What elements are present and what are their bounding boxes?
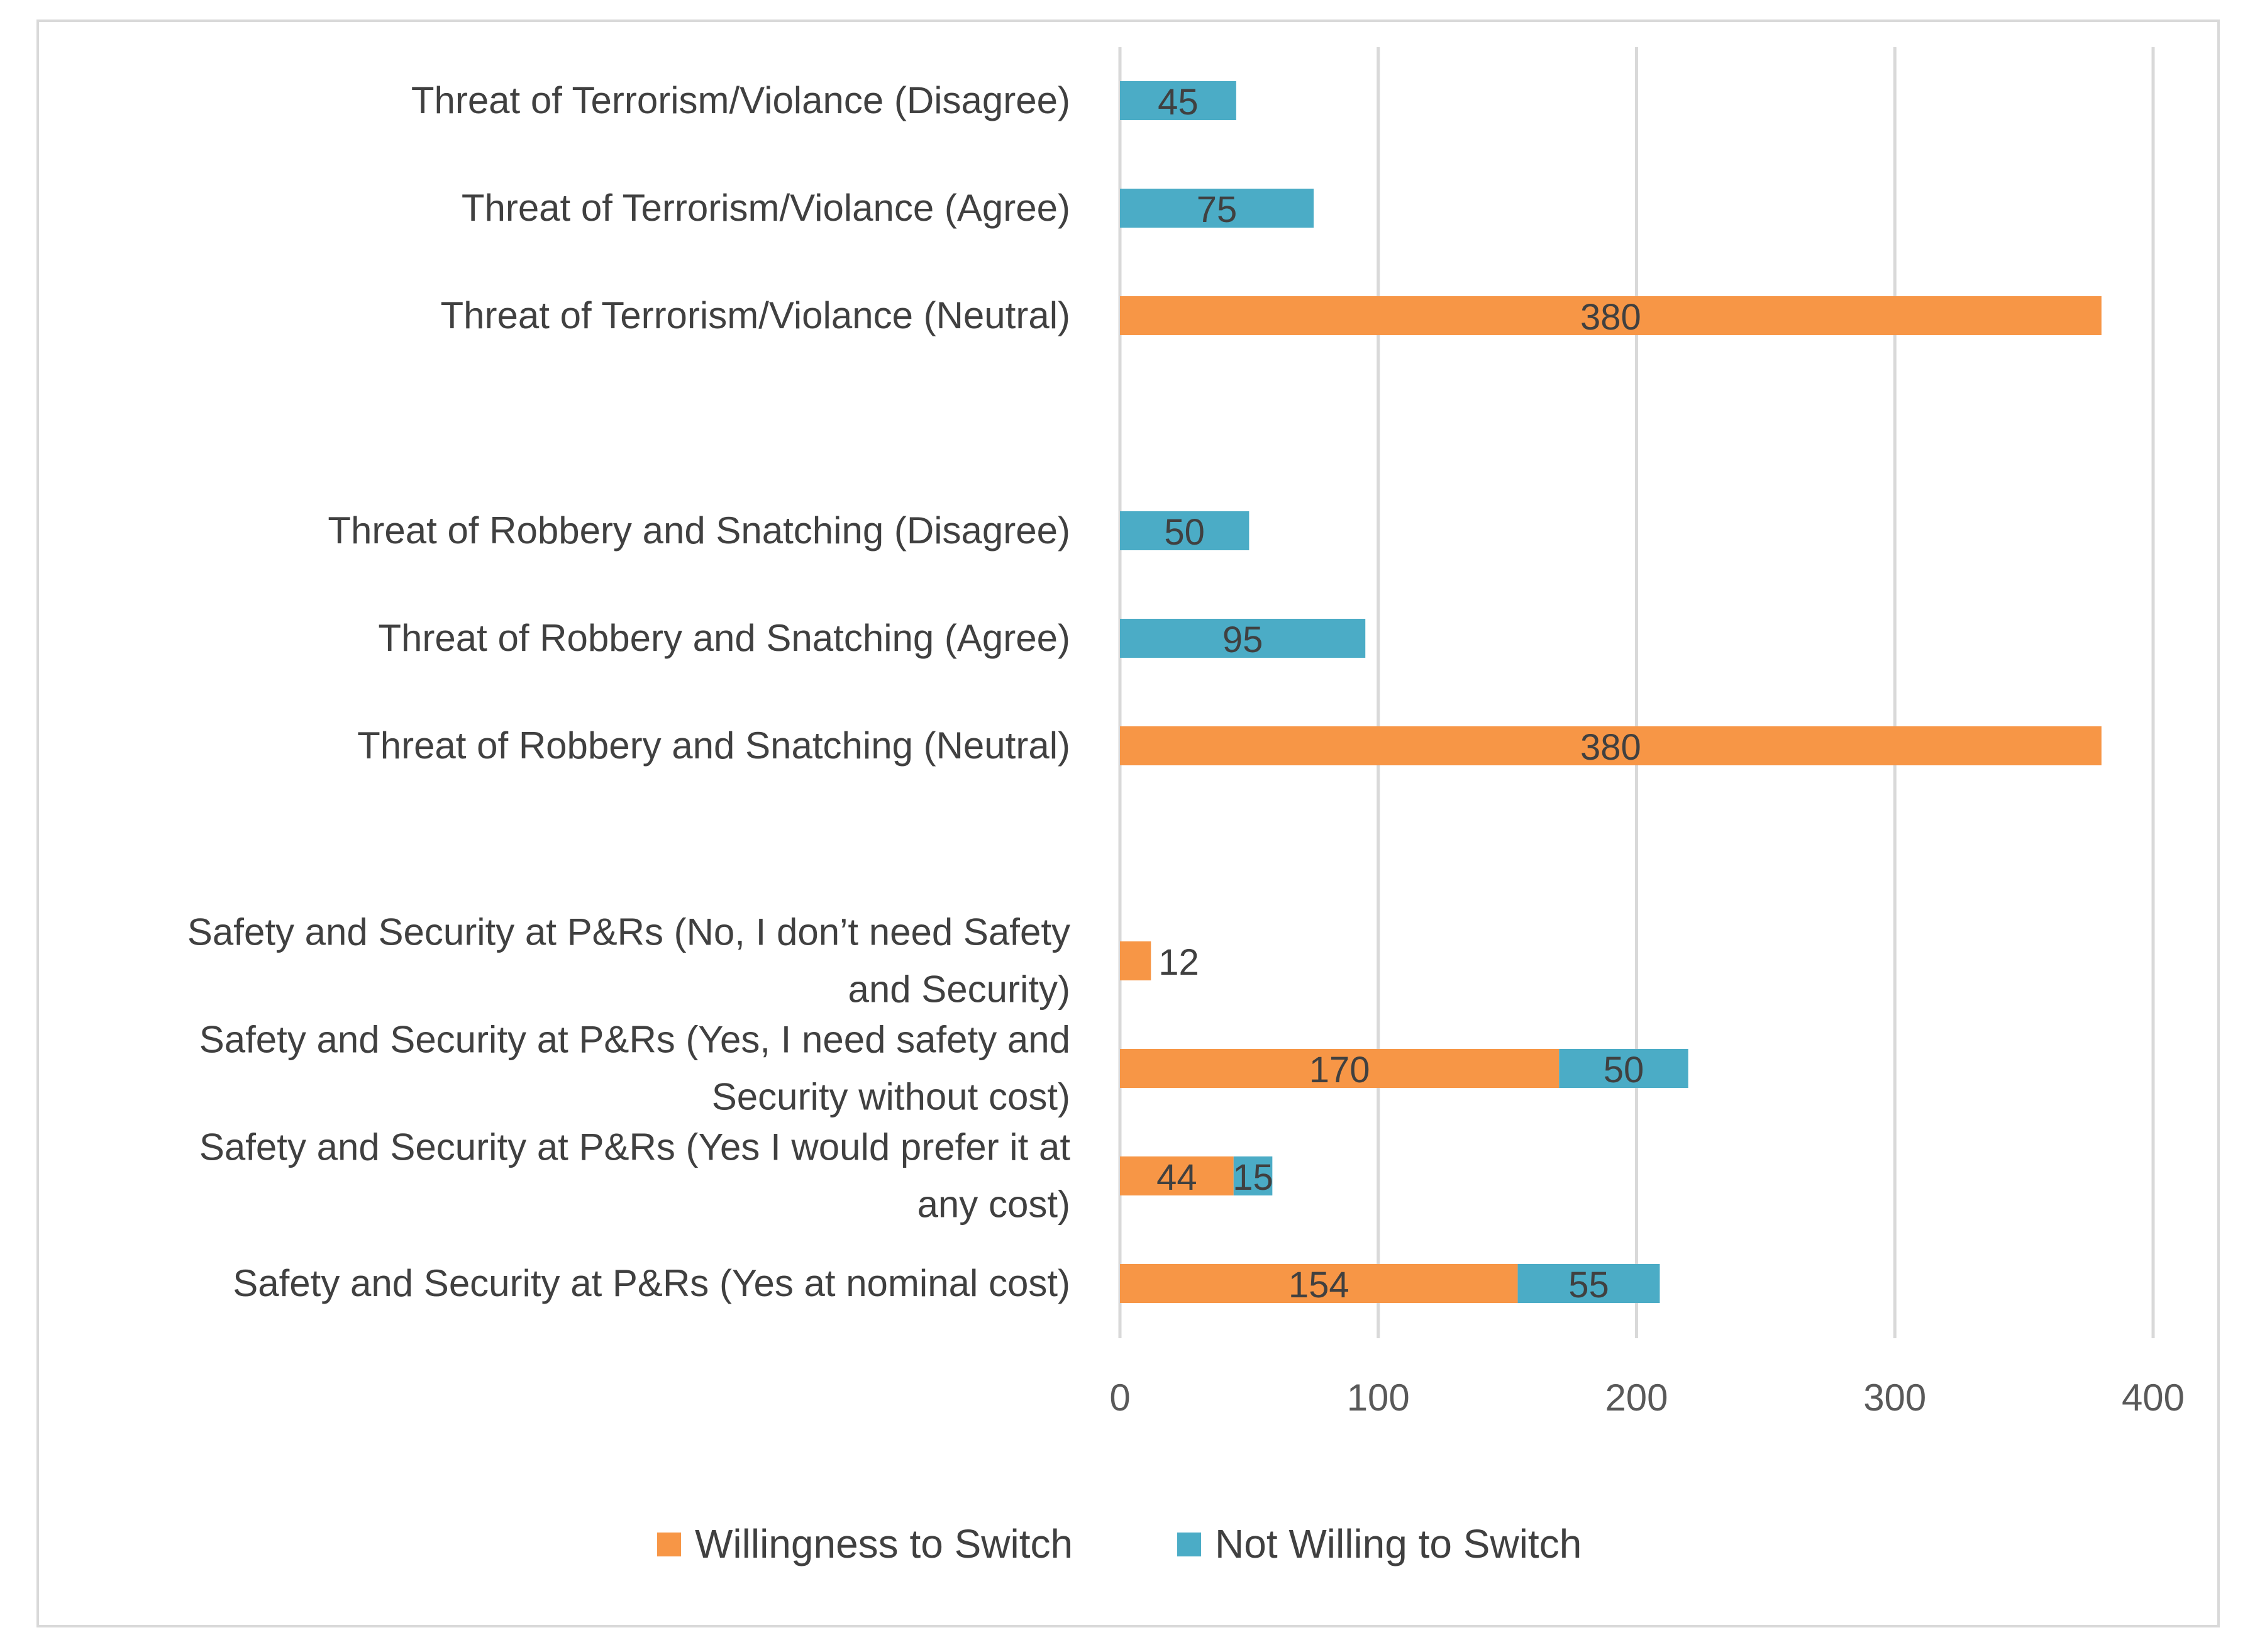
data-label: 44 [1156, 1157, 1197, 1198]
bar-not-willing [1120, 81, 1236, 120]
data-label: 154 [1288, 1265, 1349, 1306]
category-label: Threat of Terrorism/Violance (Disagree) [411, 79, 1070, 121]
data-label: 380 [1580, 297, 1641, 338]
legend-label: Not Willing to Switch [1215, 1521, 1582, 1566]
chart-border [36, 19, 2220, 1627]
category-label: Safety and Security at P&Rs (Yes at nomi… [233, 1262, 1070, 1304]
bar-not-willing [1120, 189, 1314, 228]
category-label: Threat of Robbery and Snatching (Neutral… [357, 724, 1070, 767]
category-label: and Security) [848, 968, 1071, 1011]
data-label: 45 [1158, 82, 1199, 123]
x-axis-ticks: 0 100 200 300 400 [1109, 1377, 2185, 1419]
x-tick-label: 100 [1347, 1377, 1410, 1419]
x-tick-label: 300 [1863, 1377, 1926, 1419]
category-labels: Threat of Terrorism/Violance (Disagree) 4… [187, 79, 1644, 1306]
legend-label: Willingness to Switch [695, 1521, 1073, 1566]
bar-not-willing [1559, 1049, 1688, 1088]
category-label: Threat of Robbery and Snatching (Disagre… [328, 509, 1070, 552]
data-label: 12 [1158, 942, 1199, 983]
legend: Willingness to Switch Not Willing to Swit… [657, 1521, 1582, 1566]
bar-willingness [1120, 296, 2102, 335]
category-label: Safety and Security at P&Rs (Yes I would… [199, 1126, 1070, 1168]
category-label: Safety and Security at P&Rs (Yes, I need… [199, 1019, 1070, 1061]
data-label: 50 [1604, 1050, 1644, 1090]
data-label: 50 [1164, 512, 1205, 553]
bar-willingness [1120, 1049, 1560, 1088]
category-label: Security without cost) [712, 1076, 1070, 1118]
bar-willingness [1120, 941, 1151, 980]
bar-willingness [1120, 726, 2102, 765]
bar-willingness [1120, 1156, 1234, 1195]
bar-not-willing [1233, 1156, 1273, 1195]
bar-not-willing [1120, 619, 1366, 658]
bar-willingness [1120, 1264, 1518, 1303]
category-label: Safety and Security at P&Rs (No, I don’t… [187, 911, 1070, 953]
data-label: 95 [1222, 619, 1263, 660]
bar-not-willing [1120, 511, 1249, 550]
data-label: 55 [1568, 1265, 1609, 1306]
category-label: any cost) [917, 1184, 1070, 1226]
data-label: 380 [1580, 727, 1641, 768]
data-label: 15 [1233, 1157, 1273, 1198]
data-label: 75 [1197, 189, 1238, 230]
x-tick-label: 200 [1605, 1377, 1668, 1419]
x-tick-label: 400 [2122, 1377, 2185, 1419]
category-label: Threat of Terrorism/Violance (Neutral) [441, 294, 1070, 336]
x-tick-label: 0 [1109, 1377, 1130, 1419]
gridlines [1118, 47, 2155, 1338]
legend-swatch [1177, 1533, 1201, 1556]
category-label: Threat of Robbery and Snatching (Agree) [378, 617, 1070, 659]
data-label: 170 [1309, 1050, 1370, 1090]
category-label: Threat of Terrorism/Violance (Agree) [462, 187, 1070, 229]
bar-not-willing [1517, 1264, 1660, 1303]
legend-swatch [657, 1533, 681, 1556]
bars [1120, 81, 2102, 1303]
